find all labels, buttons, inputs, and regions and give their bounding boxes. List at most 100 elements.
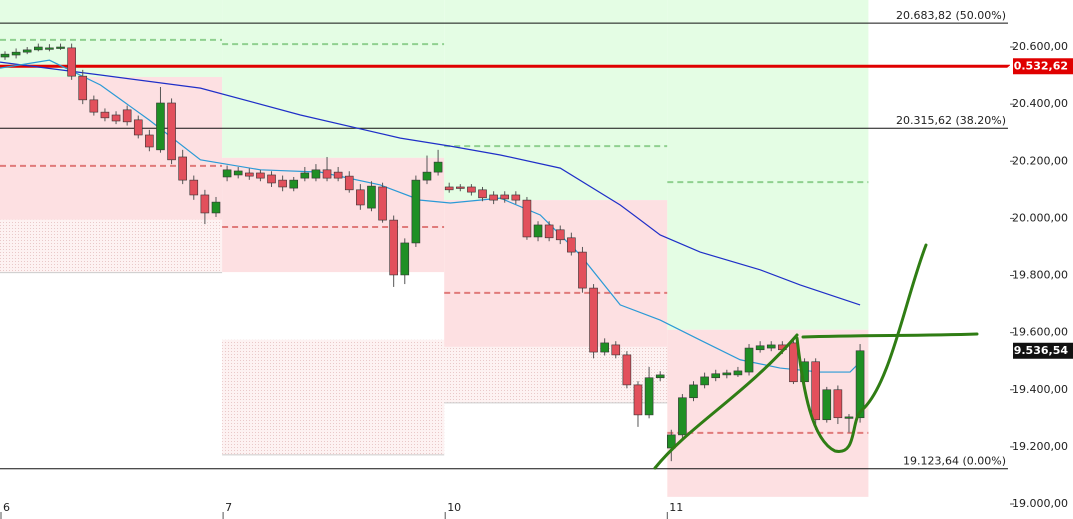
candle-body (622, 354, 632, 386)
candle-body (544, 224, 554, 239)
fib-label: 19.123,64 (0.00%) (903, 455, 1006, 468)
candle-body (278, 179, 287, 188)
green-zone (0, 0, 223, 78)
green-zone (444, 0, 668, 201)
candle-body (833, 389, 843, 419)
candle-body (456, 186, 465, 189)
candle-body (744, 347, 754, 373)
candle-body (467, 186, 476, 193)
curve-stroke (795, 243, 928, 453)
candle-body (245, 172, 254, 177)
candle-body (222, 169, 232, 178)
candle-body (356, 189, 365, 206)
y-tick-label: 20.400,00 (1012, 97, 1068, 110)
candle-body (755, 345, 765, 351)
price-tag (1013, 58, 1073, 75)
candle-body (367, 185, 376, 209)
fib-label: 20.683,82 (50.00%) (896, 9, 1006, 22)
resistance-stroke (801, 332, 979, 339)
pink-zone (0, 77, 223, 220)
candle-body (111, 114, 121, 122)
candle-body (156, 102, 165, 151)
y-axis-panel (1010, 0, 1073, 519)
candle-body (378, 186, 387, 221)
y-tick-label: 20.000,00 (1012, 211, 1068, 224)
green-zone (667, 0, 869, 330)
trend-stroke (653, 333, 799, 470)
candle-body (711, 373, 721, 379)
candle-body (611, 344, 621, 356)
hatched-zone (0, 219, 223, 273)
candle-body (811, 361, 820, 421)
candle-body (178, 156, 187, 181)
candle-body (522, 199, 532, 238)
candle-body (289, 179, 299, 189)
candle-body (644, 377, 654, 416)
candle-body (555, 229, 565, 241)
candle-body (300, 172, 310, 179)
candle-body (567, 237, 576, 253)
candle-body (766, 344, 776, 349)
candle-body (478, 189, 487, 199)
candle-body (700, 376, 709, 386)
candle-body (433, 161, 443, 173)
candle-body (633, 384, 643, 416)
moving-average (0, 61, 861, 306)
candle-body (200, 194, 210, 214)
hatched-zone (222, 339, 445, 455)
candle-body (0, 53, 10, 58)
x-tick-label: 11 (669, 501, 683, 514)
candle-body (389, 219, 398, 276)
y-tick-label: 20.200,00 (1012, 154, 1068, 167)
candle-body (122, 109, 132, 123)
y-tick-label: 19.000,00 (1012, 497, 1068, 510)
candle-body (233, 170, 243, 176)
candle-body (311, 169, 321, 179)
candle-body (533, 224, 543, 238)
candle-body (444, 186, 454, 191)
candle-body (844, 416, 854, 419)
x-tick-label: 7 (225, 501, 232, 514)
candle-body (11, 51, 21, 56)
pink-zone (444, 200, 668, 347)
candle-body (855, 350, 865, 419)
y-tick-label: 19.800,00 (1012, 269, 1068, 282)
candle-body (722, 372, 732, 376)
candle-body (189, 179, 199, 196)
candle-body (78, 75, 88, 101)
candle-body (400, 242, 410, 276)
x-tick-label: 10 (447, 501, 461, 514)
candle-body (22, 49, 32, 53)
price-tag (1013, 342, 1073, 359)
candle-body (211, 201, 221, 214)
candle-body (267, 174, 276, 184)
candle-body (45, 47, 54, 50)
candle-body (333, 171, 343, 179)
x-tick-label: 6 (3, 501, 10, 514)
fib-label: 20.315,62 (38.20%) (896, 114, 1006, 127)
candle-body (422, 171, 432, 181)
y-tick-label: 19.400,00 (1012, 383, 1068, 396)
y-tick-label: 20.600,00 (1012, 40, 1068, 53)
candle-body (256, 172, 265, 179)
candle-body (789, 342, 798, 383)
candle-body (100, 111, 110, 119)
candle-body (589, 287, 598, 353)
green-zone (222, 0, 445, 158)
candle-body (145, 134, 154, 148)
candle-body (56, 46, 65, 49)
candle-body (34, 46, 43, 51)
hand-annotation (653, 243, 979, 470)
candle-body (67, 47, 76, 77)
candle-body (733, 370, 743, 376)
candle-body (489, 194, 498, 201)
candle-body (678, 397, 687, 436)
price-tag-label: 19.536,54 (1006, 344, 1068, 357)
y-tick-label: 19.200,00 (1012, 440, 1068, 453)
candle-body (322, 169, 332, 179)
candle-body (167, 102, 176, 161)
candle-body (600, 342, 609, 353)
price-tag-label: 20.532,62 (1006, 59, 1068, 72)
candle-body (511, 194, 521, 201)
